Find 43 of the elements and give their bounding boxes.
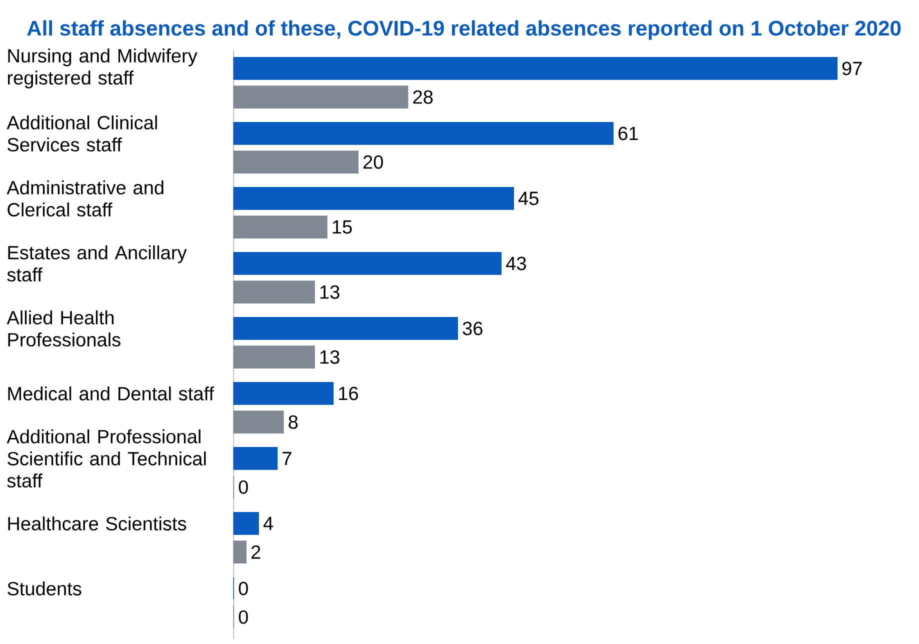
chart-title: All staff absences and of these, COVID-19 related absences reported on 1 October 2020 (27, 20, 901, 40)
data-label: 0 (238, 582, 248, 596)
y-tick-label: Nursing and Midwifery registered staff (8, 48, 198, 88)
bar (233, 346, 315, 368)
data-label: 7 (282, 452, 292, 465)
bar (233, 150, 358, 174)
data-label: 28 (413, 90, 433, 104)
y-tick-label: Estates and Ancillary staff (7, 245, 187, 282)
bar (233, 280, 315, 304)
y-tick-label: Administrative and Clerical staff (6, 180, 164, 216)
y-tick-label: Allied Health Professionals (6, 310, 120, 346)
data-label: 15 (332, 220, 352, 234)
y-tick-label: Medical and Dental staff (8, 386, 214, 400)
y-tick-label: Additional Professional Scientific and Technical staff (6, 429, 206, 488)
data-label: 0 (238, 480, 248, 494)
bar (233, 216, 328, 238)
data-label: 97 (842, 62, 862, 76)
bar (233, 512, 259, 535)
data-label: 13 (320, 285, 340, 299)
data-label: 0 (238, 610, 248, 624)
data-label: 16 (339, 386, 358, 400)
bar (233, 252, 502, 275)
bar (233, 540, 247, 564)
bar (233, 446, 278, 470)
y-tick-label: Students (8, 581, 82, 596)
data-label: 8 (288, 415, 298, 429)
data-label: 45 (518, 192, 538, 206)
bar (233, 382, 334, 405)
data-label: 43 (506, 256, 526, 270)
data-label: 4 (263, 516, 274, 530)
data-label: 36 (462, 322, 482, 336)
y-tick-label: Additional Clinical Services staff (6, 115, 157, 152)
bar (233, 316, 458, 340)
bar (233, 122, 614, 145)
data-label: 20 (363, 155, 383, 169)
bar (233, 410, 284, 434)
data-label: 2 (251, 545, 260, 559)
data-label: 61 (618, 126, 638, 140)
y-tick-label: Healthcare Scientists (8, 516, 186, 530)
bar (233, 86, 408, 108)
data-label: 13 (320, 350, 340, 364)
bar (233, 56, 838, 80)
bar (233, 186, 514, 210)
